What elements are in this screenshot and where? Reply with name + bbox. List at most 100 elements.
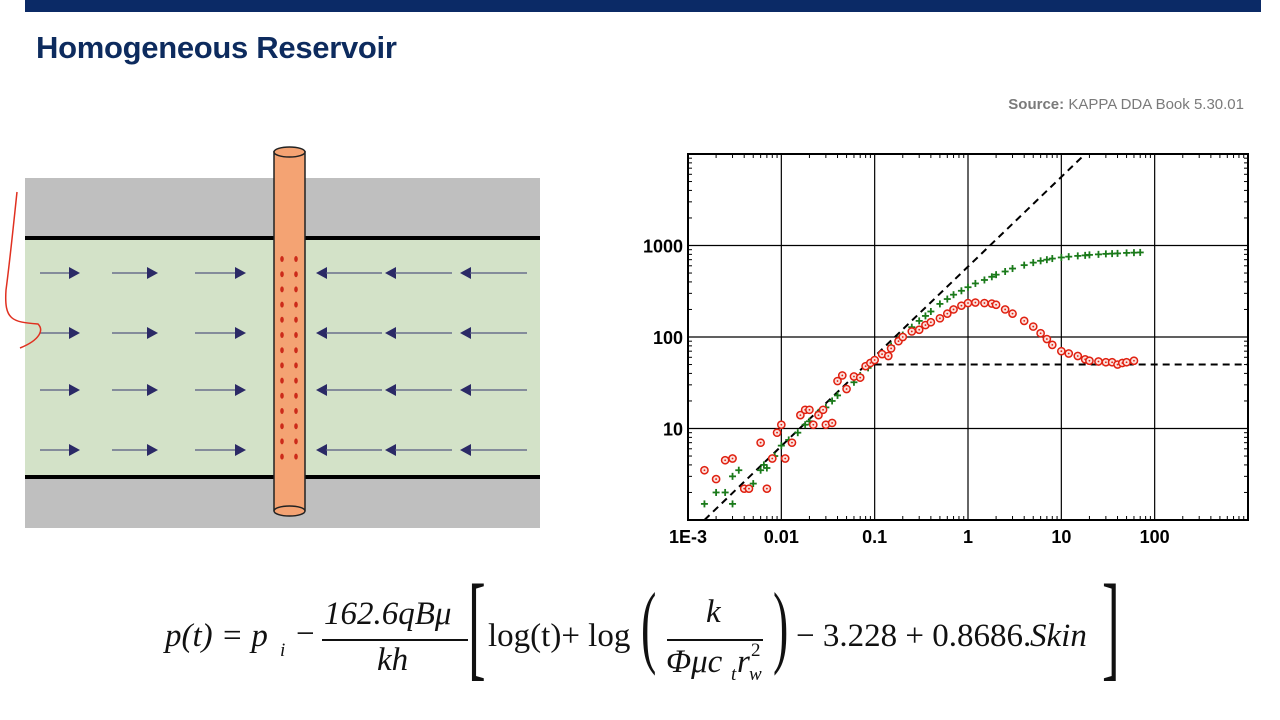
perforation-hole xyxy=(280,408,284,414)
derivative-point xyxy=(818,405,828,415)
arrow-right-icon xyxy=(112,327,158,339)
x-tick-label: 0.1 xyxy=(862,527,887,547)
arrow-right-icon xyxy=(40,267,80,279)
derivative-point xyxy=(814,410,823,420)
perforation-hole xyxy=(294,347,298,354)
derivative-point xyxy=(898,332,908,342)
eq-inner-r: r xyxy=(737,644,750,680)
eq-tail: − 3.228 + 0.8686. xyxy=(796,618,1032,654)
eq-inner-sub-w: w xyxy=(749,664,762,685)
pressure-point xyxy=(921,312,929,320)
perforation-hole xyxy=(280,392,284,399)
derivative-point xyxy=(1122,357,1131,367)
arrow-left-icon xyxy=(385,384,452,396)
derivative-point xyxy=(963,298,973,308)
pressure-point xyxy=(1094,250,1102,258)
perforation-hole xyxy=(280,316,284,323)
pressure-point xyxy=(794,429,802,437)
pressure-point xyxy=(729,500,737,508)
derivative-point xyxy=(914,325,924,335)
pressure-point xyxy=(828,397,836,405)
arrow-left-icon xyxy=(460,444,527,456)
pressure-point xyxy=(992,271,1000,279)
pressure-point xyxy=(936,300,944,308)
derivative-point xyxy=(762,484,772,494)
source-text: KAPPA DDA Book 5.30.01 xyxy=(1068,96,1244,113)
arrow-right-icon xyxy=(195,267,246,279)
perforation-hole xyxy=(280,438,284,445)
perforation-hole xyxy=(280,286,284,293)
derivative-point xyxy=(1036,328,1045,338)
perforation-hole xyxy=(280,301,284,308)
pressure-point xyxy=(700,500,708,508)
derivative-point xyxy=(756,438,765,448)
eq-inner-fraction-bar xyxy=(667,639,763,641)
eq-skin: Skin xyxy=(1030,618,1087,654)
derivative-point xyxy=(855,373,865,382)
pressure-point xyxy=(735,466,743,474)
chart-grid xyxy=(688,154,1248,520)
pressure-point xyxy=(1114,249,1122,257)
derivative-point xyxy=(796,410,805,420)
derivative-point xyxy=(942,309,952,318)
perforation-hole xyxy=(294,301,298,308)
pressure-point xyxy=(927,307,935,315)
perforation-hole xyxy=(294,316,298,323)
derivative-point xyxy=(1064,349,1074,358)
pressure-point xyxy=(964,283,972,291)
pressure-point xyxy=(1123,249,1131,257)
eq-log-terms: log(t)+ log xyxy=(488,618,631,654)
derivative-point xyxy=(700,465,709,475)
pressure-equation: p(t) = p i − 162.6qBμ kh [ log(t)+ log (… xyxy=(0,560,1280,710)
perforation-hole xyxy=(280,332,284,338)
perforations xyxy=(280,256,298,460)
arrow-right-icon xyxy=(40,327,80,339)
derivative-point xyxy=(787,438,797,448)
derivative-point xyxy=(926,317,936,327)
pressure-point xyxy=(1065,253,1073,261)
arrow-right-icon xyxy=(112,384,158,396)
reservoir-diagram xyxy=(4,146,540,528)
pressure-point xyxy=(757,466,765,474)
arrow-left-icon xyxy=(460,327,527,339)
arrow-right-icon xyxy=(112,267,158,279)
derivative-point xyxy=(772,428,782,438)
pressure-point xyxy=(721,488,729,496)
derivative-point xyxy=(808,420,818,430)
eq-denominator: kh xyxy=(377,642,409,678)
arrow-left-icon xyxy=(385,444,452,456)
derivative-point xyxy=(776,420,786,430)
arrow-right-icon xyxy=(112,444,158,456)
pressure-point xyxy=(1043,256,1051,264)
perforation-hole xyxy=(294,423,298,430)
derivative-point xyxy=(935,313,945,323)
pressure-point xyxy=(1009,265,1017,273)
arrow-left-icon xyxy=(316,267,382,279)
derivative-point xyxy=(980,298,989,308)
perforation-hole xyxy=(294,362,298,369)
arrow-left-icon xyxy=(316,327,382,339)
arrow-left-icon xyxy=(460,384,527,396)
plot-frame xyxy=(687,153,1249,521)
eq-inner-sup-2: 2 xyxy=(751,640,761,661)
pressure-point xyxy=(1130,249,1138,257)
eq-left-bracket: [ xyxy=(468,560,486,691)
perforation-hole xyxy=(294,392,298,399)
derivative-point xyxy=(949,305,958,314)
perforation-hole xyxy=(294,286,298,293)
x-tick-label: 10 xyxy=(1051,527,1071,547)
derivative-point xyxy=(1000,305,1010,314)
derivative-point xyxy=(1019,316,1029,326)
arrow-left-icon xyxy=(460,267,527,279)
arrow-right-icon xyxy=(195,384,246,396)
pressure-point xyxy=(801,421,809,429)
perforation-hole xyxy=(294,271,298,278)
flow-arrows xyxy=(40,267,527,456)
perforation-hole xyxy=(280,347,284,354)
eq-numerator: 162.6qBμ xyxy=(324,596,452,632)
eq-inner-numerator: k xyxy=(706,594,721,630)
derivative-point xyxy=(886,344,896,353)
derivative-point xyxy=(1008,309,1017,318)
perforation-hole xyxy=(280,362,284,369)
derivative-point xyxy=(1047,340,1057,350)
